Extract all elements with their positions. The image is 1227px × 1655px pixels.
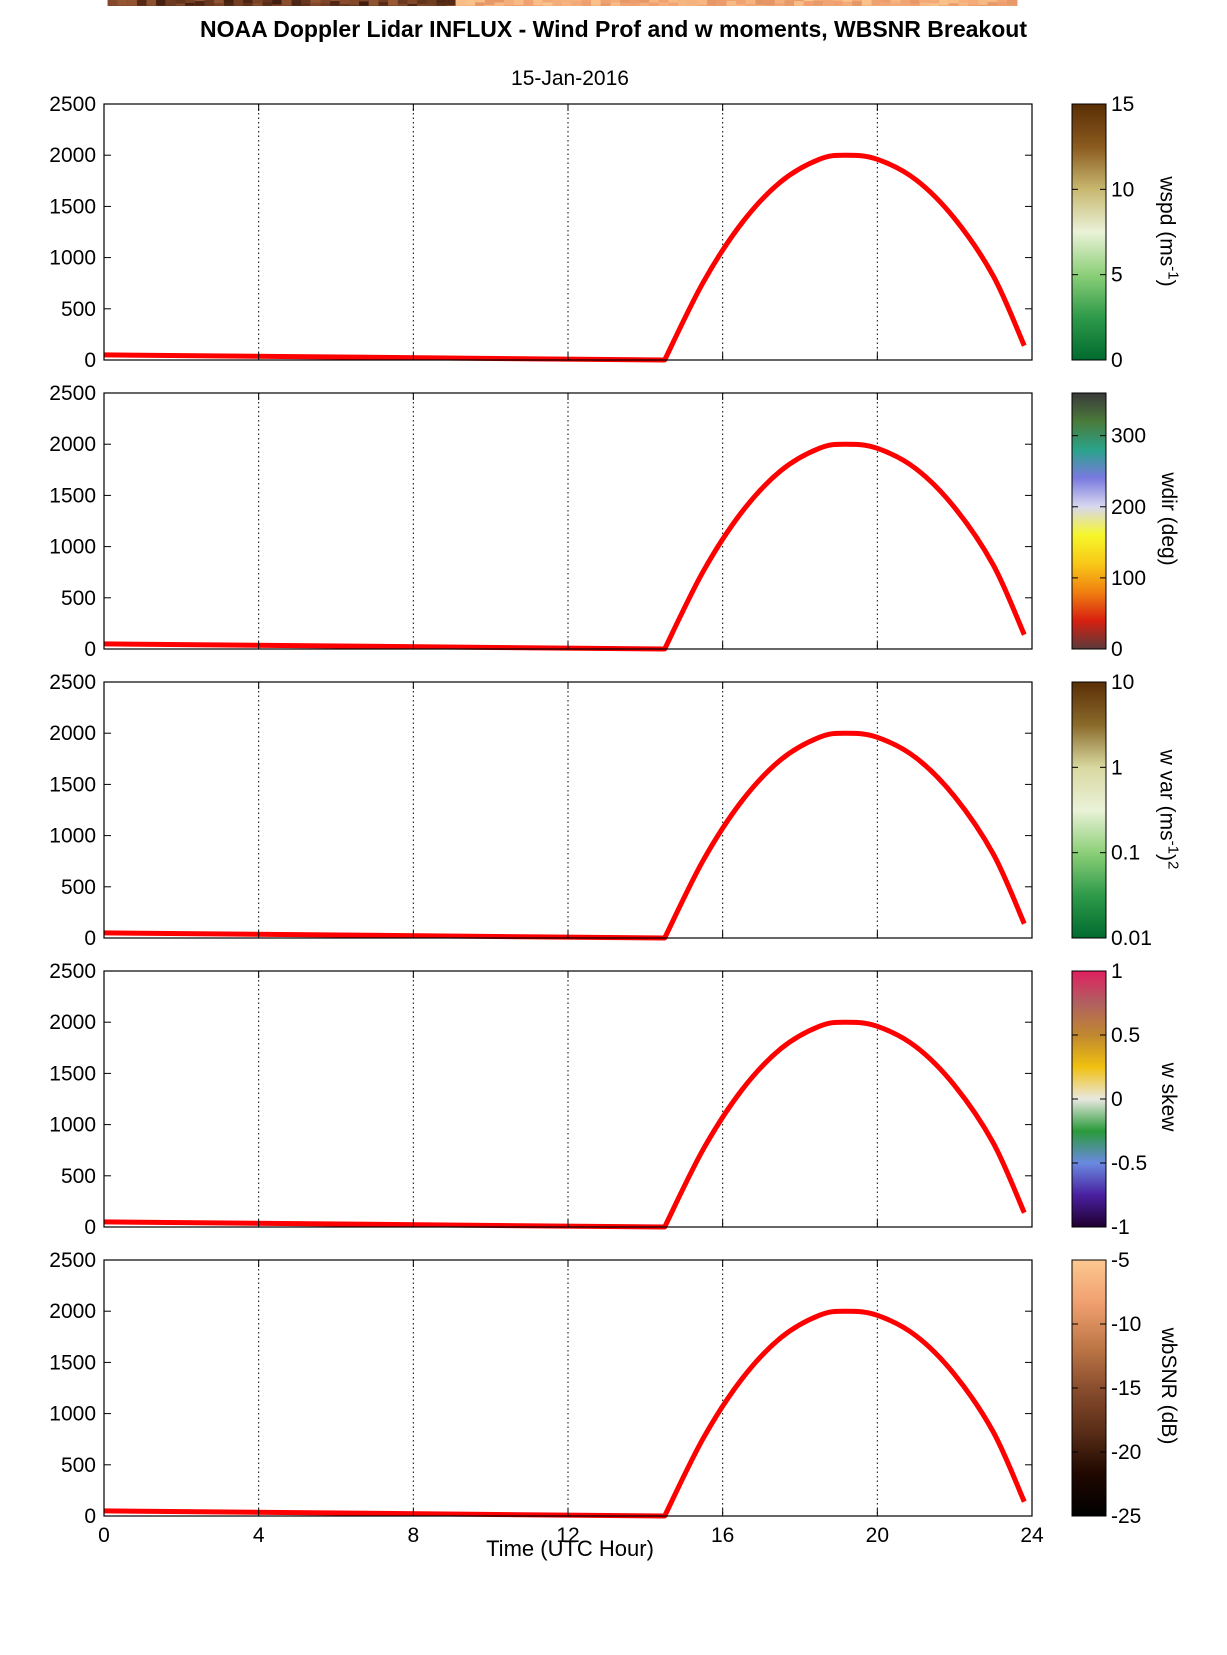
colorbar-tick-label: 0	[1111, 638, 1123, 661]
x-axis-label: Time (UTC Hour)	[486, 1536, 654, 1561]
panel-wspd: 0 500 1000 1500 2000 2500 15 10 5 0	[49, 0, 1134, 372]
y-tick-label: 0	[84, 349, 96, 372]
y-tick-label: 500	[61, 587, 96, 610]
y-tick-label: 2000	[49, 144, 96, 167]
y-tick-label: 1000	[49, 536, 96, 559]
date-label: 15-Jan-2016	[511, 67, 629, 90]
colorbar-tick-label: 200	[1111, 496, 1146, 519]
y-tick-label: 1500	[49, 484, 96, 507]
y-tick-label: 500	[61, 298, 96, 321]
colorbar	[1071, 103, 1107, 361]
y-tick-label: 1500	[49, 195, 96, 218]
axes-box	[103, 392, 1033, 650]
colorbar-tick-label: 100	[1111, 567, 1146, 590]
colorbar-tick-label: 10	[1111, 178, 1134, 201]
axes-box	[103, 103, 1033, 361]
y-tick-label: 0	[84, 638, 96, 661]
figure-title: NOAA Doppler Lidar INFLUX - Wind Prof an…	[200, 16, 1027, 42]
y-tick-label: 2500	[49, 93, 96, 116]
colorbar-tick-label: 0	[1111, 349, 1123, 372]
y-tick-label: 1000	[49, 247, 96, 270]
colorbar-tick-label: 300	[1111, 425, 1146, 448]
colorbar	[1071, 392, 1107, 650]
colorbar-tick-label: 15	[1111, 93, 1134, 116]
sun-elevation-curve	[103, 152, 1027, 363]
colorbar-tick-label: 5	[1111, 264, 1123, 287]
y-tick-label: 2000	[49, 433, 96, 456]
sun-elevation-curve	[103, 441, 1027, 652]
y-tick-label: 2500	[49, 382, 96, 405]
